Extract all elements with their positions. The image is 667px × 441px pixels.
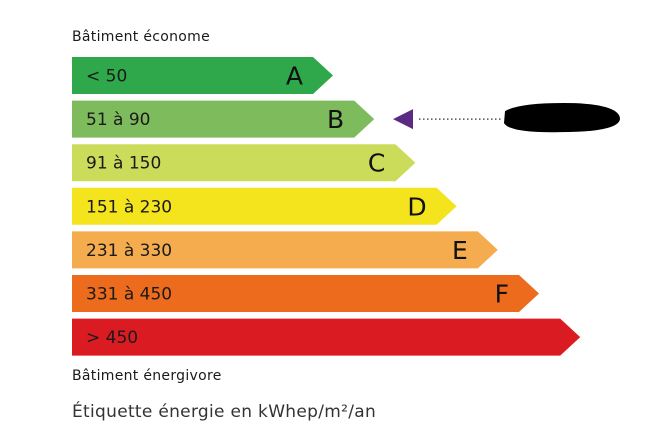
bottom-label-energy-hungry: Bâtiment énergivore — [72, 368, 222, 384]
energy-class-range-e: 231 à 330 — [86, 241, 172, 261]
energy-class-letter-b: B — [327, 105, 344, 134]
energy-class-letter-d: D — [407, 192, 426, 221]
top-label-economical: Bâtiment économe — [72, 29, 210, 45]
redacted-value-blob — [504, 103, 620, 133]
energy-class-range-b: 51 à 90 — [86, 110, 151, 130]
energy-class-range-d: 151 à 230 — [86, 197, 172, 217]
energy-class-bar-a — [72, 57, 333, 94]
energy-class-bar-b — [72, 100, 375, 138]
unit-label: Étiquette énergie en kWhep/m²/an — [72, 402, 377, 422]
energy-class-range-f: 331 à 450 — [86, 285, 172, 305]
energy-class-range-c: 91 à 150 — [86, 154, 161, 174]
energy-class-letter-c: C — [368, 149, 385, 178]
energy-class-letter-e: E — [452, 236, 468, 265]
energy-class-bar-c — [72, 144, 416, 182]
energy-class-bar-d — [72, 187, 457, 225]
energy-class-bar-g — [72, 318, 581, 356]
energy-class-bar-f — [72, 275, 539, 312]
energy-class-range-g: > 450 — [86, 328, 138, 348]
energy-class-range-a: < 50 — [86, 67, 127, 87]
indicator-arrow-icon — [393, 109, 413, 130]
energy-class-letter-f: F — [495, 280, 509, 309]
energy-class-letter-a: A — [286, 62, 303, 91]
energy-class-bar-e — [72, 231, 498, 269]
